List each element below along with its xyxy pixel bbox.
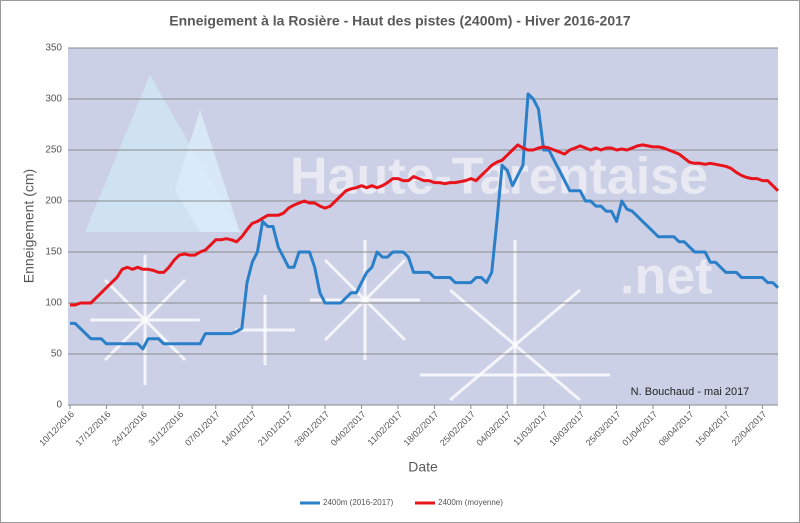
y-tick-label: 150 bbox=[45, 247, 62, 258]
legend-label: 2400m (moyenne) bbox=[438, 498, 503, 507]
y-tick-label: 350 bbox=[45, 43, 62, 54]
snowflake bbox=[90, 240, 610, 405]
x-axis-label: Date bbox=[408, 459, 438, 475]
y-tick-label: 0 bbox=[56, 400, 62, 411]
legend-label: 2400m (2016-2017) bbox=[323, 498, 394, 507]
y-tick-label: 300 bbox=[45, 94, 62, 105]
y-tick-label: 200 bbox=[45, 196, 62, 207]
watermark: .net bbox=[620, 248, 712, 306]
y-tick-label: 250 bbox=[45, 145, 62, 156]
annotation: N. Bouchaud - mai 2017 bbox=[631, 386, 750, 398]
y-tick-label: 100 bbox=[45, 298, 62, 309]
y-axis-label: Enneigement (cm) bbox=[21, 169, 37, 283]
data-line bbox=[70, 143, 780, 307]
chart-title: Enneigement à la Rosière - Haut des pist… bbox=[169, 13, 631, 29]
data-line bbox=[70, 92, 780, 351]
y-tick-label: 50 bbox=[51, 349, 63, 360]
